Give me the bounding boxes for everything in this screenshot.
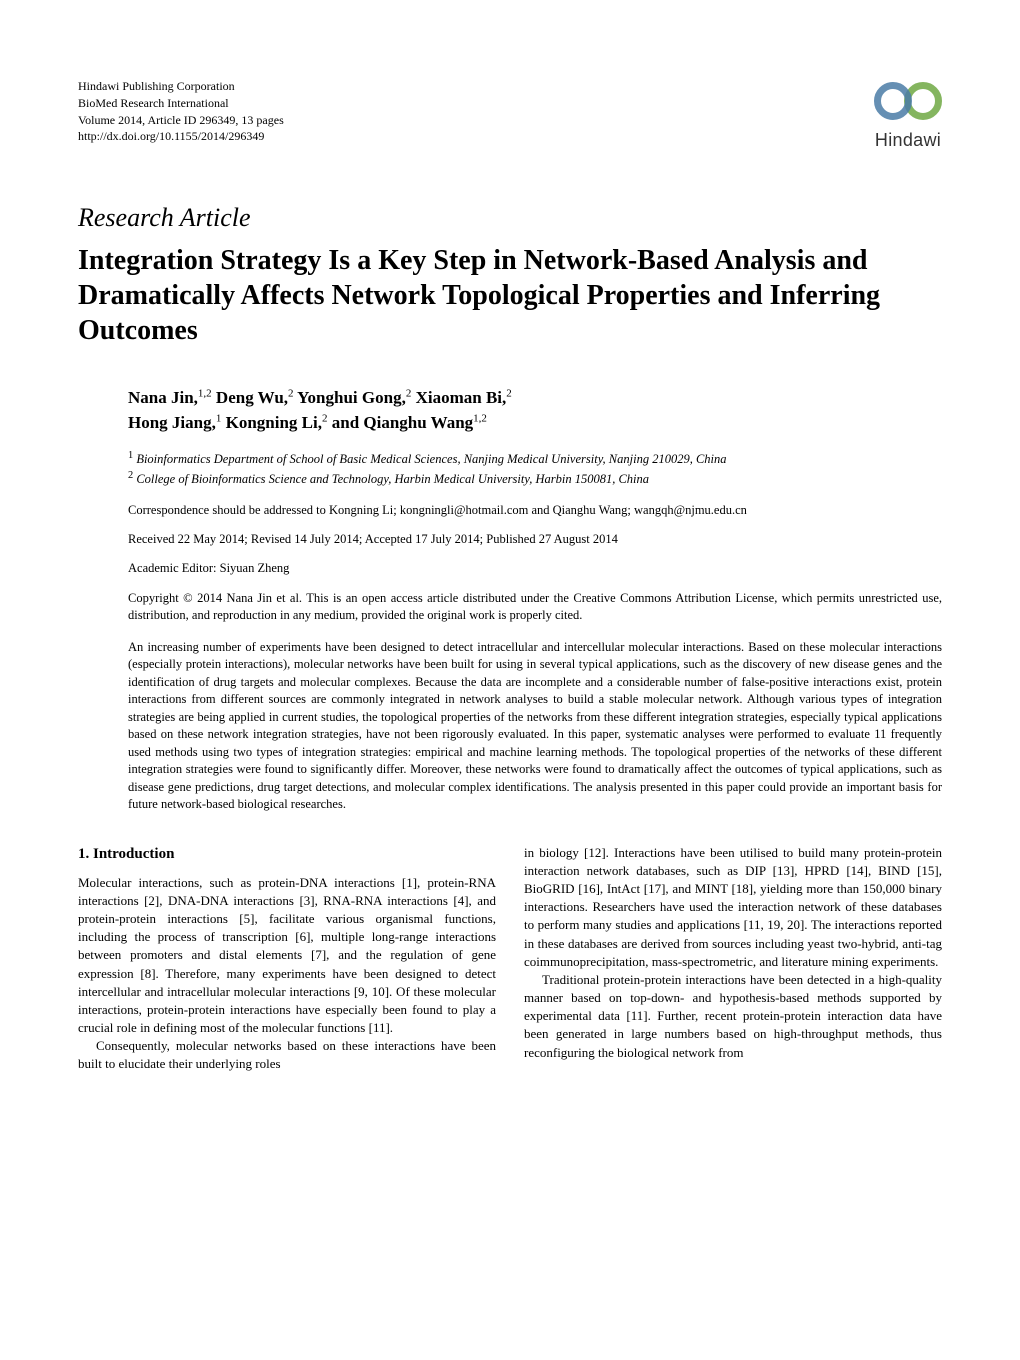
body-paragraph: in biology [12]. Interactions have been … (524, 844, 942, 971)
publisher-name: Hindawi Publishing Corporation (78, 78, 284, 95)
correspondence: Correspondence should be addressed to Ko… (128, 503, 942, 518)
ring-blue-icon (874, 82, 912, 120)
article-type: Research Article (78, 203, 942, 233)
affil-text: College of Bioinformatics Science and Te… (133, 472, 649, 486)
affiliations: 1 Bioinformatics Department of School of… (128, 449, 942, 488)
author-name: and Qianghu Wang (327, 413, 473, 432)
publisher-logo: Hindawi (874, 78, 942, 151)
abstract-text: An increasing number of experiments have… (128, 639, 942, 814)
logo-rings-icon (874, 78, 942, 126)
doi-link: http://dx.doi.org/10.1155/2014/296349 (78, 128, 284, 145)
author-name: Nana Jin, (128, 388, 198, 407)
author-affil-sup: 2 (506, 387, 512, 399)
authors-list: Nana Jin,1,2 Deng Wu,2 Yonghui Gong,2 Xi… (128, 386, 942, 435)
author-affil-sup: 1,2 (473, 412, 487, 424)
author-name: Deng Wu, (212, 388, 288, 407)
author-name: Yonghui Gong, (294, 388, 406, 407)
body-paragraph: Consequently, molecular networks based o… (78, 1037, 496, 1073)
section-heading: 1. Introduction (78, 844, 496, 865)
article-dates: Received 22 May 2014; Revised 14 July 20… (128, 532, 942, 547)
article-title: Integration Strategy Is a Key Step in Ne… (78, 243, 942, 348)
author-name: Xiaoman Bi, (411, 388, 506, 407)
academic-editor: Academic Editor: Siyuan Zheng (128, 561, 942, 576)
author-affil-sup: 1,2 (198, 387, 212, 399)
author-name: Kongning Li, (221, 413, 322, 432)
logo-text: Hindawi (875, 130, 941, 151)
affil-text: Bioinformatics Department of School of B… (133, 452, 726, 466)
author-name: Hong Jiang, (128, 413, 216, 432)
body-paragraph: Traditional protein-protein interactions… (524, 971, 942, 1062)
header-section: Hindawi Publishing Corporation BioMed Re… (78, 78, 942, 151)
volume-info: Volume 2014, Article ID 296349, 13 pages (78, 112, 284, 129)
body-paragraph: Molecular interactions, such as protein-… (78, 874, 496, 1038)
publication-info: Hindawi Publishing Corporation BioMed Re… (78, 78, 284, 145)
copyright-notice: Copyright © 2014 Nana Jin et al. This is… (128, 590, 942, 625)
journal-name: BioMed Research International (78, 95, 284, 112)
body-columns: 1. Introduction Molecular interactions, … (78, 844, 942, 1074)
left-column: 1. Introduction Molecular interactions, … (78, 844, 496, 1074)
right-column: in biology [12]. Interactions have been … (524, 844, 942, 1074)
